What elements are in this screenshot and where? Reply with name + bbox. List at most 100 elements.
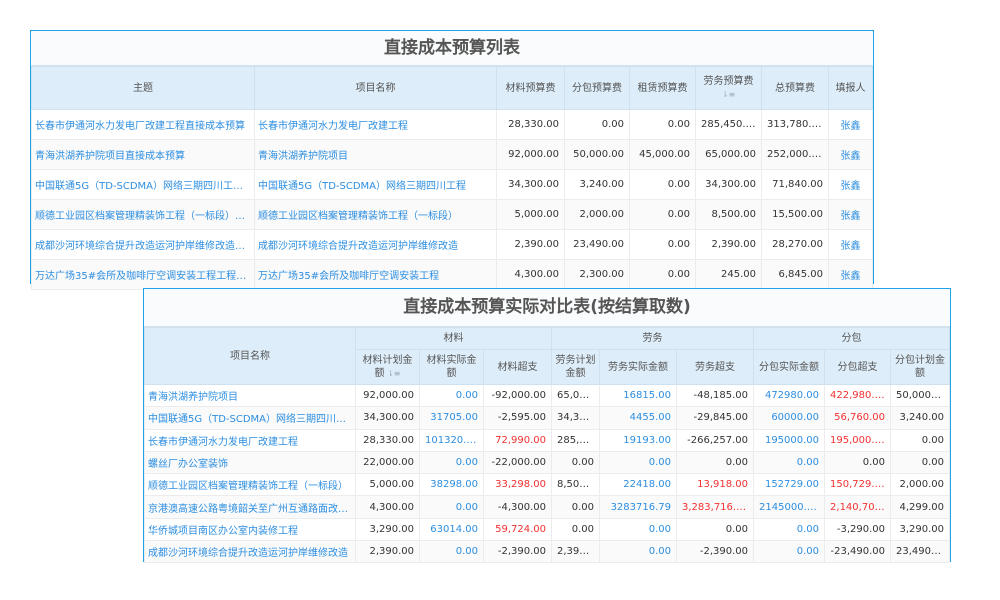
labor-actual[interactable]: 0.00 <box>599 450 678 475</box>
column-header[interactable]: 材料实际金额 <box>419 349 484 385</box>
labor-plan: 285,450.00 <box>551 428 601 452</box>
subject-link[interactable]: 顺德工业园区档案管理精装饰工程（一标段）直接成本预算 <box>31 199 255 230</box>
subcontract-actual[interactable]: 195000.00 <box>753 428 826 452</box>
column-header[interactable]: 劳务超支 <box>676 349 755 385</box>
material-overspend: -2,390.00 <box>482 540 553 564</box>
column-header[interactable]: 劳务预算费 ⇂≡ <box>695 66 762 110</box>
subcontract-plan: 3,290.00 <box>890 517 950 542</box>
labor-plan: 8,500.00 <box>551 473 601 497</box>
project-name-link[interactable]: 螺丝厂办公室装饰 <box>144 450 356 475</box>
reporter-link[interactable]: 张鑫 <box>828 109 873 140</box>
reporter-link[interactable]: 张鑫 <box>828 259 873 290</box>
project-name-link[interactable]: 长春市伊通河水力发电厂改建工程 <box>254 109 497 140</box>
column-header[interactable]: 分包计划金额 <box>890 349 950 385</box>
project-name-link[interactable]: 中国联通5G（TD-SCDMA）网络三期四川工程 <box>254 169 497 200</box>
material-overspend: -4,300.00 <box>482 495 553 519</box>
material-actual[interactable]: 0.00 <box>419 450 484 475</box>
column-header-label: 劳务实际金额 <box>608 361 669 373</box>
material-overspend: -92,000.00 <box>482 383 553 408</box>
column-header[interactable]: 劳务实际金额 <box>599 349 678 385</box>
table-row: 顺德工业园区档案管理精装饰工程（一标段）直接成本预算顺德工业园区档案管理精装饰工… <box>31 199 873 230</box>
subcontract-actual[interactable]: 152729.00 <box>753 473 826 497</box>
column-header[interactable]: 总预算费 <box>761 66 829 110</box>
subcontract-budget: 2,000.00 <box>564 199 630 230</box>
project-name-link[interactable]: 成都沙河环境综合提升改造运河护岸维修改造 <box>254 229 497 260</box>
labor-actual[interactable]: 0.00 <box>599 517 678 542</box>
reporter-link[interactable]: 张鑫 <box>828 139 873 170</box>
subcontract-actual[interactable]: 0.00 <box>753 517 826 542</box>
material-actual[interactable]: 0.00 <box>419 540 484 564</box>
material-plan: 22,000.00 <box>355 450 420 475</box>
project-name-link[interactable]: 华侨城项目南区办公室内装修工程 <box>144 517 356 542</box>
labor-plan: 65,000.00 <box>551 383 601 408</box>
labor-overspend: 0.00 <box>676 450 755 475</box>
table-row: 京港澳高速公路粤境韶关至广州互通路面改造中 4,300.00 0.00 -4,300.… <box>144 495 950 519</box>
material-plan: 92,000.00 <box>355 383 420 408</box>
lease-budget: 45,000.00 <box>629 139 696 170</box>
project-name-link[interactable]: 万达广场35#会所及咖啡厅空调安装工程 <box>254 259 497 290</box>
column-header[interactable]: 材料预算费 <box>496 66 565 110</box>
column-header[interactable]: 材料超支 <box>482 349 553 385</box>
project-name-link[interactable]: 顺德工业园区档案管理精装饰工程（一标段） <box>254 199 497 230</box>
project-name-link[interactable]: 京港澳高速公路粤境韶关至广州互通路面改造中 <box>144 495 356 519</box>
labor-overspend: 13,918.00 <box>676 473 755 497</box>
column-header[interactable]: 项目名称 <box>254 66 497 110</box>
labor-actual[interactable]: 3283716.79 <box>599 495 678 519</box>
column-header[interactable]: 劳务计划金额 <box>551 349 601 385</box>
labor-actual[interactable]: 0.00 <box>599 540 678 564</box>
labor-actual[interactable]: 19193.00 <box>599 428 678 452</box>
reporter-link[interactable]: 张鑫 <box>828 229 873 260</box>
labor-overspend: -29,845.00 <box>676 406 755 430</box>
labor-overspend: -2,390.00 <box>676 540 755 564</box>
project-name-link[interactable]: 青海洪湖养护院项目 <box>144 383 356 408</box>
subcontract-actual[interactable]: 472980.00 <box>753 383 826 408</box>
project-name-link[interactable]: 青海洪湖养护院项目 <box>254 139 497 170</box>
column-header[interactable]: 分包实际金额 <box>753 349 826 385</box>
material-actual[interactable]: 101320.00 <box>419 428 484 452</box>
subcontract-actual[interactable]: 0.00 <box>753 540 826 564</box>
material-actual[interactable]: 63014.00 <box>419 517 484 542</box>
labor-actual[interactable]: 22418.00 <box>599 473 678 497</box>
project-name-link[interactable]: 成都沙河环境综合提升改造运河护岸维修改造 <box>144 540 356 564</box>
material-actual[interactable]: 38298.00 <box>419 473 484 497</box>
table-row: 万达广场35#会所及咖啡厅空调安装工程工程直接成本预算万达广场35#会所及咖啡厅… <box>31 259 873 290</box>
subcontract-actual[interactable]: 2145000.00 <box>753 495 826 519</box>
column-header[interactable]: 分包预算费 <box>564 66 630 110</box>
material-actual[interactable]: 31705.00 <box>419 406 484 430</box>
table-row: 长春市伊通河水力发电厂改建工程直接成本预算 长春市伊通河水力发电厂改建工程 28,3… <box>31 109 873 140</box>
project-name-link[interactable]: 长春市伊通河水力发电厂改建工程 <box>144 428 356 452</box>
reporter-link[interactable]: 张鑫 <box>828 169 873 200</box>
column-header[interactable]: 租赁预算费 <box>629 66 696 110</box>
subcontract-overspend: 422,980.00 <box>824 383 892 408</box>
labor-budget: 245.00 <box>695 259 762 290</box>
material-actual[interactable]: 0.00 <box>419 495 484 519</box>
labor-actual[interactable]: 4455.00 <box>599 406 678 430</box>
project-name-link[interactable]: 中国联通5G（TD-SCDMA）网络三期四川工程 <box>144 406 356 430</box>
sort-icon[interactable]: ⇂≡ <box>721 90 736 99</box>
material-budget: 2,390.00 <box>496 229 565 260</box>
labor-actual[interactable]: 16815.00 <box>599 383 678 408</box>
subject-link[interactable]: 青海洪湖养护院项目直接成本预算 <box>31 139 255 170</box>
project-name-link[interactable]: 顺德工业园区档案管理精装饰工程（一标段） <box>144 473 356 497</box>
sort-icon[interactable]: ⇂≡ <box>384 369 401 378</box>
subject-link[interactable]: 万达广场35#会所及咖啡厅空调安装工程工程直接成本预算 <box>31 259 255 290</box>
material-budget: 5,000.00 <box>496 199 565 230</box>
subcontract-actual[interactable]: 0.00 <box>753 450 826 475</box>
subject-link[interactable]: 长春市伊通河水力发电厂改建工程直接成本预算 <box>31 109 255 140</box>
subcontract-actual[interactable]: 60000.00 <box>753 406 826 430</box>
subject-link[interactable]: 中国联通5G（TD-SCDMA）网络三期四川工程直接成本预算 <box>31 169 255 200</box>
subcontract-budget: 3,240.00 <box>564 169 630 200</box>
column-header-label: 材料超支 <box>497 361 538 373</box>
material-actual[interactable]: 0.00 <box>419 383 484 408</box>
subcontract-budget: 0.00 <box>564 109 630 140</box>
subcontract-plan: 3,240.00 <box>890 406 950 430</box>
column-header[interactable]: 分包超支 <box>824 349 892 385</box>
material-overspend: -22,000.00 <box>482 450 553 475</box>
header-project-name[interactable]: 项目名称 <box>144 327 356 385</box>
column-header[interactable]: 材料计划金额 ⇂≡ <box>355 349 420 385</box>
reporter-link[interactable]: 张鑫 <box>828 199 873 230</box>
column-header[interactable]: 主题 <box>31 66 255 110</box>
subject-link[interactable]: 成都沙河环境综合提升改造运河护岸维修改造直接成本预算 <box>31 229 255 260</box>
column-header[interactable]: 填报人 <box>828 66 873 110</box>
column-header-label: 劳务预算费 <box>703 76 754 87</box>
